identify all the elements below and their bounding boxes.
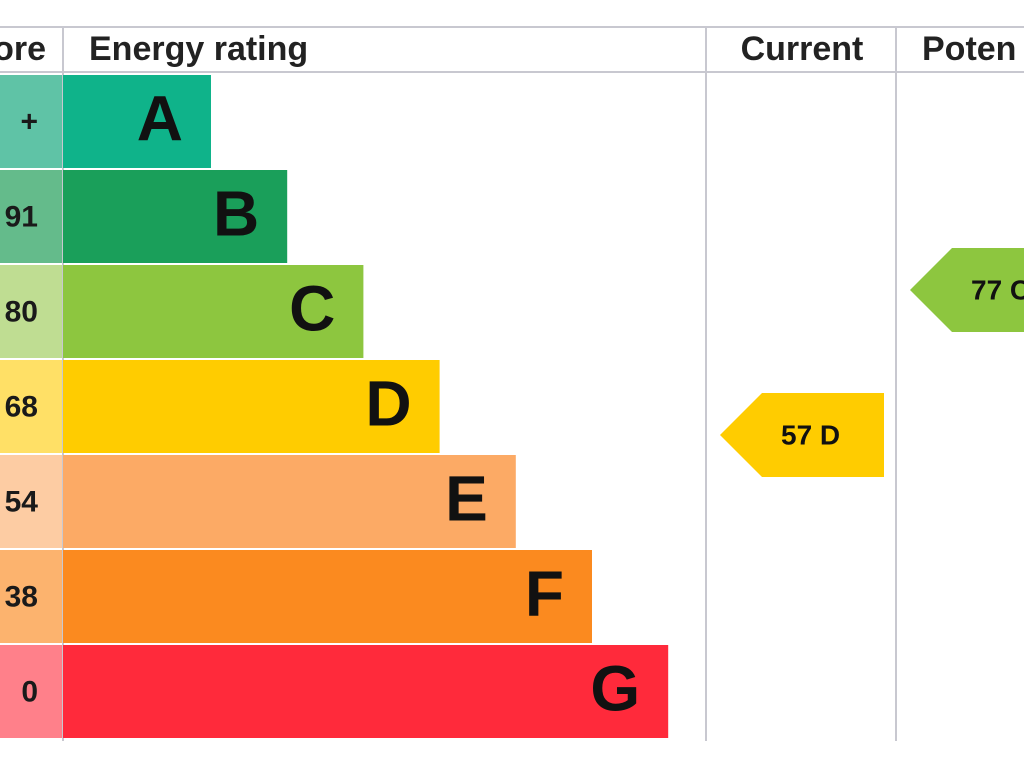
rating-letter: D <box>365 367 411 439</box>
rating-letter: F <box>525 557 564 629</box>
potential-arrow <box>910 248 1024 332</box>
score-range: 0 <box>21 675 38 708</box>
current-arrow <box>720 393 884 477</box>
rating-bar <box>63 265 364 358</box>
rating-letter: C <box>289 272 335 344</box>
current-label: 57 D <box>781 419 840 450</box>
score-header: ore <box>0 30 46 68</box>
rating-bar <box>63 455 516 548</box>
rating-bar <box>63 360 440 453</box>
score-cell <box>0 550 62 643</box>
rating-bar <box>63 645 669 738</box>
energy-rating-header: Energy rating <box>89 30 308 68</box>
score-range: 80 <box>5 295 38 328</box>
potential-label: 77 C <box>971 274 1024 305</box>
rating-bar <box>63 75 211 168</box>
score-range: 54 <box>5 485 39 518</box>
score-range: 91 <box>5 200 38 233</box>
score-range: 38 <box>5 580 38 613</box>
potential-header: Poten <box>922 30 1016 68</box>
score-range: + <box>20 105 38 138</box>
score-range: 68 <box>5 390 38 423</box>
score-cell <box>0 265 62 358</box>
rating-bar <box>63 170 288 263</box>
rating-letter: G <box>590 652 640 724</box>
score-cell <box>0 455 62 548</box>
rating-letter: A <box>137 82 183 154</box>
score-cell <box>0 75 62 168</box>
score-cell <box>0 645 62 738</box>
rating-letter: B <box>213 177 259 249</box>
rating-letter: E <box>445 462 488 534</box>
score-cell <box>0 170 62 263</box>
score-cell <box>0 360 62 453</box>
current-header: Current <box>741 30 864 68</box>
rating-bar <box>63 550 592 643</box>
